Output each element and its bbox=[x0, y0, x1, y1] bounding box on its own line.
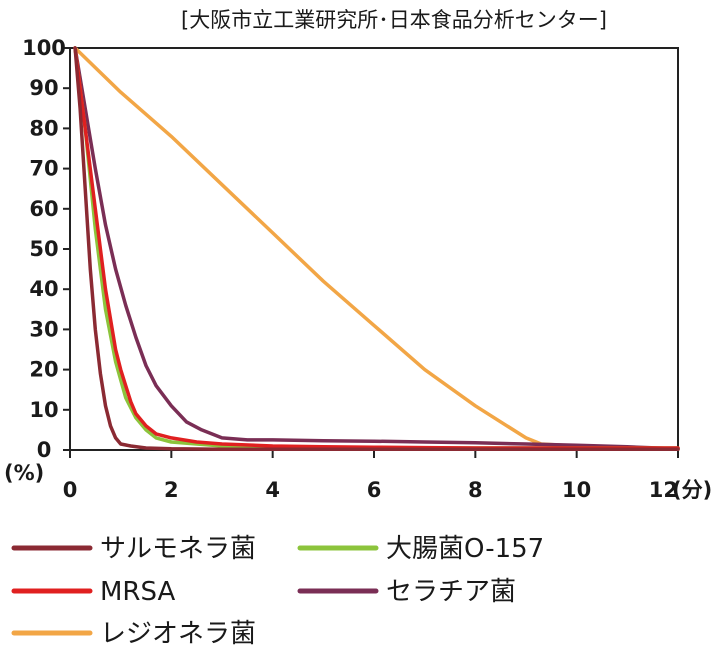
x-tick-label: 12 bbox=[649, 478, 678, 502]
x-tick-label: 0 bbox=[63, 478, 78, 502]
x-tick-label: 8 bbox=[468, 478, 483, 502]
legend-item: レジオネラ菌 bbox=[11, 619, 256, 649]
x-tick-label: 2 bbox=[164, 478, 179, 502]
y-tick-label: 0 bbox=[37, 438, 52, 462]
legend-item: セラチア菌 bbox=[297, 577, 516, 607]
series-layer bbox=[73, 46, 680, 451]
legend-item: サルモネラ菌 bbox=[11, 534, 256, 564]
x-axis-unit: (分) bbox=[672, 478, 712, 502]
x-axis: 0 2 4 6 8 10 12 bbox=[63, 450, 679, 502]
legend-label: MRSA bbox=[100, 577, 175, 607]
y-tick-label: 100 bbox=[22, 36, 66, 60]
y-tick-label: 50 bbox=[29, 237, 58, 261]
x-tick-label: 4 bbox=[265, 478, 280, 502]
plot-area bbox=[69, 47, 679, 451]
legend-label: セラチア菌 bbox=[386, 577, 516, 607]
y-tick-label: 80 bbox=[29, 116, 58, 140]
legend-label: サルモネラ菌 bbox=[100, 534, 256, 564]
series-line-0 bbox=[73, 46, 680, 451]
y-tick-label: 60 bbox=[29, 197, 58, 221]
legend-item: 大腸菌O-157 bbox=[297, 534, 544, 564]
x-tick-label: 10 bbox=[562, 478, 591, 502]
y-tick-label: 20 bbox=[29, 358, 58, 382]
y-tick-label: 10 bbox=[29, 398, 58, 422]
legend-item: MRSA bbox=[11, 577, 175, 607]
y-tick-label: 70 bbox=[29, 157, 58, 181]
y-tick-label: 40 bbox=[29, 277, 58, 301]
y-tick-label: 90 bbox=[29, 76, 58, 100]
series-line-3 bbox=[73, 46, 680, 451]
legend-label: レジオネラ菌 bbox=[100, 619, 256, 649]
chart-source: [大阪市立工業研究所･日本食品分析センター] bbox=[181, 8, 607, 32]
y-axis: 0 10 20 30 40 50 60 70 80 90 100 bbox=[22, 36, 70, 462]
y-axis-label: (%) bbox=[4, 461, 44, 485]
legend-label: 大腸菌O-157 bbox=[386, 534, 544, 564]
y-tick-label: 30 bbox=[29, 317, 58, 341]
x-tick-label: 6 bbox=[367, 478, 382, 502]
